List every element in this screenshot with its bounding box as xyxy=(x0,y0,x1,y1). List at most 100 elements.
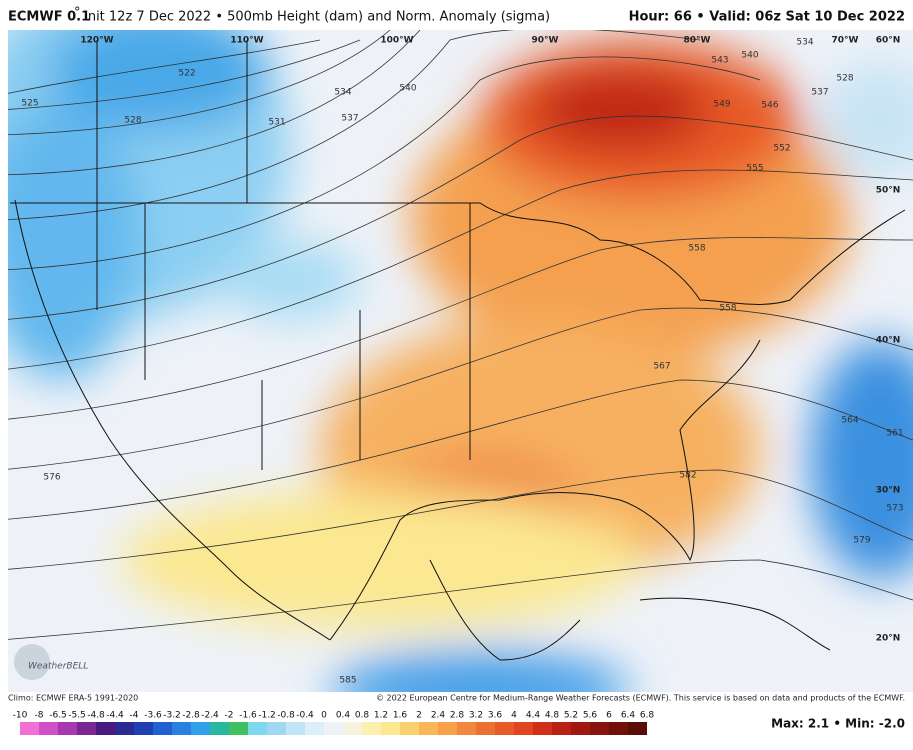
colorbar-label: -1.2 xyxy=(258,711,276,721)
colorbar-swatch xyxy=(552,722,571,735)
colorbar-label: -1.6 xyxy=(239,711,257,721)
colorbar-label: -6.5 xyxy=(49,711,67,721)
colorbar-swatch xyxy=(305,722,324,735)
coastlines-borders xyxy=(10,40,906,661)
colorbar-swatch xyxy=(134,722,153,735)
colorbar-swatch xyxy=(153,722,172,735)
contour-label: 576 xyxy=(43,473,60,483)
colorbar-swatch xyxy=(172,722,191,735)
graticule-label: 50°N xyxy=(876,186,901,196)
graticule-label: 40°N xyxy=(876,336,901,346)
height-contours xyxy=(8,30,913,640)
colorbar-swatch xyxy=(457,722,476,735)
model-name: ECMWF 0.1 xyxy=(8,10,90,25)
colorbar-label: -3.6 xyxy=(144,711,162,721)
colorbar-swatch xyxy=(96,722,115,735)
colorbar-swatch xyxy=(191,722,210,735)
colorbar-label: 4 xyxy=(511,711,517,721)
colorbar-swatch xyxy=(210,722,229,735)
colorbar-label: 6 xyxy=(606,711,612,721)
colorbar-swatch xyxy=(533,722,552,735)
colorbar-label: -0.8 xyxy=(277,711,295,721)
graticule-label: 30°N xyxy=(876,486,901,496)
colorbar-swatch xyxy=(609,722,628,735)
colorbar-label: -4.4 xyxy=(106,711,124,721)
colorbar-swatch xyxy=(514,722,533,735)
colorbar-label: 3.6 xyxy=(488,711,503,721)
graticule-label: 100°W xyxy=(380,36,413,46)
valid-time: Hour: 66 • Valid: 06z Sat 10 Dec 2022 xyxy=(629,10,905,25)
colorbar-label: -8 xyxy=(35,711,44,721)
colorbar-swatch xyxy=(381,722,400,735)
contour-label: 543 xyxy=(711,56,728,66)
contour-label: 534 xyxy=(796,38,813,48)
colorbar-label: 2 xyxy=(416,711,422,721)
colorbar-label: 2.8 xyxy=(450,711,465,721)
colorbar-swatch xyxy=(571,722,590,735)
contour-label: 546 xyxy=(761,101,778,111)
contour-label: 552 xyxy=(773,144,790,154)
colorbar-label: 4.4 xyxy=(526,711,541,721)
contour-label: 525 xyxy=(21,99,38,109)
graticule-label: 80°W xyxy=(684,36,711,46)
contour-label: 558 xyxy=(719,304,736,314)
colorbar-swatch xyxy=(77,722,96,735)
colorbar-label: 0.8 xyxy=(355,711,370,721)
colorbar-swatch xyxy=(39,722,58,735)
contour-label: 540 xyxy=(399,84,416,94)
colorbar-swatch xyxy=(628,722,647,735)
colorbar-label: -0.4 xyxy=(296,711,314,721)
contour-label: 549 xyxy=(713,100,730,110)
colorbar-label: 2.4 xyxy=(431,711,446,721)
degree: ° xyxy=(74,6,81,21)
colorbar-swatch xyxy=(115,722,134,735)
colorbar-swatch xyxy=(324,722,343,735)
max-min: Max: 2.1 • Min: -2.0 xyxy=(771,717,905,731)
contour-label: 537 xyxy=(341,114,358,124)
colorbar-swatch xyxy=(590,722,609,735)
contour-label: 555 xyxy=(746,164,763,174)
colorbar-swatch xyxy=(438,722,457,735)
colorbar-label: 3.2 xyxy=(469,711,483,721)
contour-label: 567 xyxy=(653,362,670,372)
colorbar-swatch xyxy=(343,722,362,735)
colorbar-label: 4.8 xyxy=(545,711,560,721)
colorbar-swatch xyxy=(20,722,39,735)
colorbar-swatch xyxy=(286,722,305,735)
colorbar-swatch xyxy=(400,722,419,735)
colorbar-swatch xyxy=(248,722,267,735)
colorbar-label: 1.2 xyxy=(374,711,388,721)
graticule-label: 20°N xyxy=(876,634,901,644)
colorbar-label: -10 xyxy=(13,711,28,721)
colorbar-swatch xyxy=(419,722,438,735)
colorbar-swatch xyxy=(267,722,286,735)
colorbar-label: 5.2 xyxy=(564,711,578,721)
contour-label: 579 xyxy=(853,536,870,546)
graticule-label: 60°N xyxy=(876,36,901,46)
contour-label: 573 xyxy=(886,504,903,514)
colorbar-label: 1.6 xyxy=(393,711,408,721)
colorbar-swatch xyxy=(362,722,381,735)
contour-label: 528 xyxy=(124,116,141,126)
contour-label: 534 xyxy=(334,88,351,98)
colorbar-label: -2.8 xyxy=(182,711,200,721)
logo-text: WeatherBELL xyxy=(28,662,88,672)
logo: WeatherBELL xyxy=(14,644,88,680)
colorbar-label: -5.5 xyxy=(68,711,86,721)
map-title: Init 12z 7 Dec 2022 • 500mb Height (dam)… xyxy=(84,10,550,25)
map: WeatherBELL 120°W 110°W 100°W 90°W 80°W 70°W 6… xyxy=(8,30,913,692)
colorbar-label: 0 xyxy=(321,711,327,721)
colorbar-label: 6.8 xyxy=(640,711,655,721)
copyright: © 2022 European Centre for Medium-Range … xyxy=(376,694,905,703)
contour-label: 528 xyxy=(836,74,853,84)
colorbar-label: -4 xyxy=(130,711,139,721)
colorbar-swatch xyxy=(229,722,248,735)
contour-label: 558 xyxy=(688,244,705,254)
colorbar-label: 6.4 xyxy=(621,711,636,721)
climo-note: Climo: ECMWF ERA-5 1991-2020 xyxy=(8,694,138,703)
colorbar-label: -2.4 xyxy=(201,711,219,721)
anomaly-field xyxy=(8,30,913,692)
colorbar-label: -3.2 xyxy=(163,711,181,721)
contour-label: 522 xyxy=(178,69,195,79)
graticule-label: 90°W xyxy=(532,36,559,46)
